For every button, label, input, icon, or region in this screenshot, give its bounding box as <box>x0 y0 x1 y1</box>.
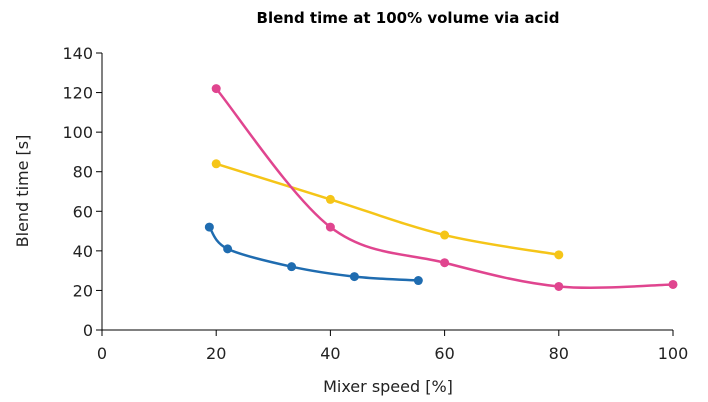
series-1-point <box>204 222 214 232</box>
chart-title: Blend time at 100% volume via acid <box>257 9 560 27</box>
y-tick-label: 0 <box>83 321 93 340</box>
y-tick-label: 40 <box>73 242 93 261</box>
series-1-point <box>413 276 423 286</box>
y-axis-label: Blend time [s] <box>13 135 32 248</box>
series-1-point <box>287 262 297 272</box>
series-2-point <box>211 159 221 169</box>
y-tick-label: 20 <box>73 281 93 300</box>
series-3-point <box>325 222 335 232</box>
x-tick-label: 60 <box>434 344 454 363</box>
series-lines <box>208 87 675 289</box>
x-tick-label: 80 <box>549 344 569 363</box>
series-1-point <box>349 272 359 282</box>
series-3-line <box>214 87 675 289</box>
series-2-line <box>214 162 561 257</box>
axes <box>101 53 673 331</box>
x-tick-label: 40 <box>320 344 340 363</box>
y-tick-label: 100 <box>62 123 93 142</box>
y-tick-label: 60 <box>73 202 93 221</box>
series-3-point <box>554 281 564 291</box>
series-2-point <box>440 230 450 240</box>
series-1-line <box>208 225 420 282</box>
series-3-point <box>211 84 221 94</box>
y-ticks: 0 20 40 60 80 100 120 140 <box>62 44 102 340</box>
series-1-point <box>223 244 233 254</box>
x-tick-label: 0 <box>97 344 107 363</box>
y-tick-label: 120 <box>62 84 93 103</box>
series-2-point <box>325 194 335 204</box>
x-ticks: 0 20 40 60 80 100 <box>97 330 688 363</box>
x-tick-label: 100 <box>658 344 689 363</box>
x-axis-label: Mixer speed [%] <box>323 377 453 396</box>
series-2-point <box>554 250 564 260</box>
x-tick-label: 20 <box>206 344 226 363</box>
y-tick-label: 140 <box>62 44 93 63</box>
y-tick-label: 80 <box>73 163 93 182</box>
series-points <box>204 84 678 291</box>
series-3-point <box>440 258 450 268</box>
series-3-point <box>668 279 678 289</box>
